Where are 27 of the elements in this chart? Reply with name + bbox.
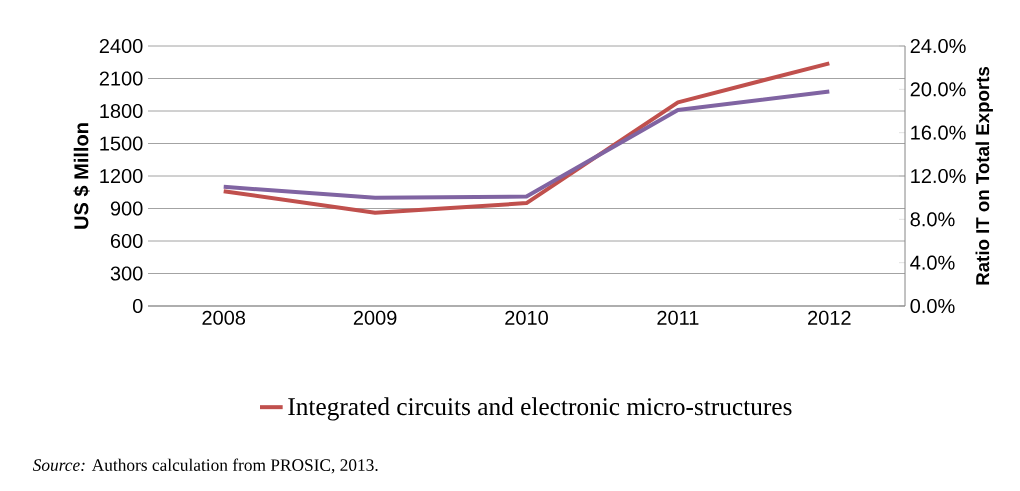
y-tick-label: 0: [132, 298, 143, 314]
y2-tick-label: 0.0%: [910, 298, 955, 314]
x-tick-label: 2009: [353, 310, 397, 325]
x-tick-label: 2008: [202, 310, 246, 325]
y2-tick-label: 24.0%: [910, 38, 966, 54]
y2-tick-label: 20.0%: [910, 82, 966, 97]
y2-tick-label: 16.0%: [911, 125, 966, 140]
text: Source: Authors calculation from PROSIC, 2013.: [32, 458, 378, 474]
x-tick-label: 2010: [505, 310, 548, 325]
y-axis-title: US $ Millon: [73, 123, 90, 229]
x-tick-label: 2011: [657, 310, 699, 325]
y-tick-label: 900: [110, 201, 143, 216]
y-tick-label: 300: [110, 266, 143, 281]
y-tick-label: 2400: [99, 38, 143, 54]
y2-tick-label: 12.0%: [911, 168, 966, 184]
y2-tick-label: 8.0%: [910, 212, 955, 227]
legend-label: Integrated circuits and electronic micro-structures: [288, 397, 792, 421]
line-series: [221, 61, 832, 215]
y-tick-label: 1500: [100, 136, 143, 151]
x-tick-label: 2012: [808, 310, 851, 325]
y-tick-label: 600: [110, 233, 143, 249]
y2-tick-label: 4.0%: [910, 255, 955, 270]
y-tick-label: 2100: [99, 71, 143, 86]
line-series: [221, 89, 832, 200]
y-tick-label: 1800: [100, 103, 143, 119]
y-tick-label: 1200: [100, 168, 143, 184]
y2-axis-title: Ratio IT on Total Exports: [975, 66, 993, 285]
